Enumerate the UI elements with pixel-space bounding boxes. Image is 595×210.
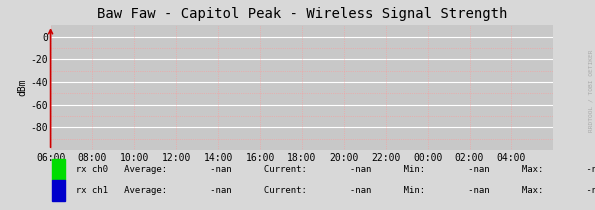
Text: RRDTOOL / TOBI OETIKER: RRDTOOL / TOBI OETIKER (588, 49, 593, 131)
Y-axis label: dBm: dBm (17, 79, 27, 96)
Text: rx ch0   Average:        -nan      Current:        -nan      Min:        -nan   : rx ch0 Average: -nan Current: -nan Min: … (65, 165, 595, 173)
Text: rx ch1   Average:        -nan      Current:        -nan      Min:        -nan   : rx ch1 Average: -nan Current: -nan Min: … (65, 186, 595, 194)
Title: Baw Faw - Capitol Peak - Wireless Signal Strength: Baw Faw - Capitol Peak - Wireless Signal… (97, 7, 507, 21)
